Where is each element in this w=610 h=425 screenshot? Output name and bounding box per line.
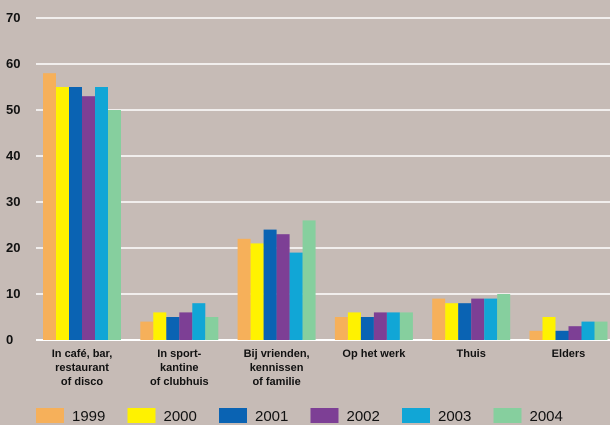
bar-2002-3: [373, 312, 387, 340]
bar-2003-4: [484, 298, 498, 340]
y-tick-label: 50: [6, 102, 20, 117]
category-label: In café, bar,: [52, 348, 113, 360]
legend-swatch-2001: [219, 408, 247, 423]
bar-2003-1: [192, 303, 206, 340]
bar-2002-4: [471, 298, 485, 340]
bar-2002-1: [179, 312, 193, 340]
bar-2002-5: [568, 326, 582, 340]
legend-label: 2000: [164, 408, 197, 425]
category-label: restaurant: [55, 362, 109, 374]
bar-2001-0: [69, 87, 82, 340]
legend-swatch-1999: [36, 408, 64, 423]
gridlines: [36, 17, 610, 341]
category-label: Thuis: [457, 348, 486, 360]
legend-label: 2002: [347, 408, 380, 425]
bar-2001-5: [555, 330, 569, 340]
bar-2004-0: [108, 110, 121, 340]
bars: [43, 73, 608, 340]
category-label: of disco: [61, 376, 103, 388]
bar-2002-2: [276, 234, 290, 340]
bar-2003-0: [95, 87, 108, 340]
y-tick-label: 40: [6, 148, 20, 163]
bar-2000-2: [250, 243, 264, 340]
legend-swatch-2004: [493, 408, 522, 423]
legend-label: 1999: [72, 408, 105, 425]
bar-2004-1: [205, 317, 219, 340]
legend-swatch-2002: [310, 408, 339, 423]
bar-2004-3: [399, 312, 413, 340]
bar-2004-4: [497, 294, 511, 340]
y-tick-label: 30: [6, 194, 20, 209]
bar-2000-3: [347, 312, 361, 340]
legend-swatch-2003: [402, 408, 430, 423]
category-label: Bij vrienden,: [244, 348, 310, 360]
bar-2003-5: [581, 321, 595, 340]
bar-2001-3: [360, 317, 374, 340]
y-tick-label: 10: [6, 286, 20, 301]
bar-2000-4: [445, 303, 459, 340]
y-tick-label: 20: [6, 240, 20, 255]
bar-1999-5: [529, 330, 543, 340]
category-label: kennissen: [250, 362, 304, 374]
category-label: kantine: [160, 362, 199, 374]
y-tick-label: 70: [6, 10, 20, 25]
bar-1999-3: [334, 317, 348, 340]
category-labels: In café, bar, restaurant of disco In sport-…: [52, 348, 586, 388]
bar-1999-4: [432, 298, 446, 340]
legend-label: 2003: [438, 408, 471, 425]
legend-label: 2004: [530, 408, 563, 425]
bar-2000-0: [56, 87, 69, 340]
bar-1999-0: [43, 73, 56, 340]
y-axis-ticks: 0 10 20 30 40 50 60 70: [6, 10, 20, 347]
bar-1999-2: [237, 238, 251, 340]
bar-2000-1: [153, 312, 167, 340]
legend: 1999 2000 2001 2002 2003 2004: [36, 408, 563, 425]
legend-swatch-2000: [127, 408, 156, 423]
category-label: Elders: [552, 348, 586, 360]
category-label: of familie: [252, 376, 300, 388]
bar-2000-5: [542, 317, 556, 340]
bar-2003-3: [386, 312, 400, 340]
bar-2004-5: [594, 321, 608, 340]
category-label: Op het werk: [342, 348, 406, 360]
y-tick-label: 60: [6, 56, 20, 71]
bar-2003-2: [289, 252, 303, 340]
bar-1999-1: [140, 321, 154, 340]
bar-2001-4: [458, 303, 472, 340]
category-label: In sport-: [157, 348, 201, 360]
bar-2001-2: [263, 229, 277, 340]
bar-2004-2: [302, 220, 316, 340]
category-label: of clubhuis: [150, 376, 209, 388]
legend-label: 2001: [255, 408, 288, 425]
bar-2002-0: [82, 96, 95, 340]
y-tick-label: 0: [6, 332, 13, 347]
bar-2001-1: [166, 317, 180, 340]
